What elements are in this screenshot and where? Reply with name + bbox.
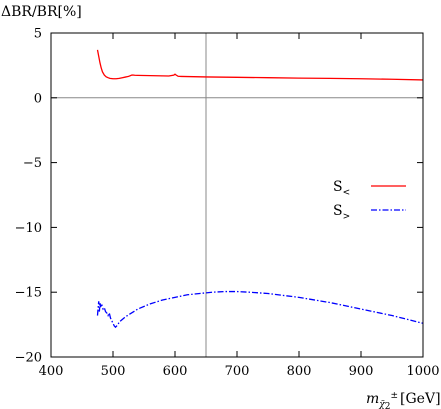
- series-line-2: [96, 290, 424, 329]
- y-tick-label: −15: [15, 286, 42, 301]
- plot-frame: [50, 32, 424, 358]
- y-tick-label: −10: [15, 221, 42, 236]
- legend-label-2: S>: [333, 203, 350, 222]
- x-tick-label: 800: [287, 364, 312, 379]
- x-tick-label: 500: [101, 364, 126, 379]
- series-layer: [96, 49, 424, 329]
- legend: S< S>: [333, 179, 406, 222]
- series-line-1: [96, 49, 424, 81]
- x-tick-label: 1000: [406, 364, 439, 379]
- y-tick-label: 0: [34, 91, 42, 106]
- x-tick-label: 400: [39, 364, 64, 379]
- reference-lines: [51, 33, 423, 357]
- x-tick-label: 700: [225, 364, 250, 379]
- axis-ticks: [50, 32, 424, 358]
- legend-label-1: S<: [333, 179, 350, 198]
- x-tick-label: 600: [163, 364, 188, 379]
- x-axis-title: mχ̃2± [GeV]: [366, 391, 441, 409]
- y-tick-label: −20: [15, 351, 42, 366]
- tick-labels: 400 500 600 700 800 900 1000 5 0 −5 −10 −15 −20: [15, 27, 440, 380]
- y-tick-label: 5: [34, 27, 42, 42]
- y-tick-label: −5: [23, 156, 42, 171]
- y-axis-title: ΔBR/BR[%]: [1, 4, 82, 20]
- x-tick-label: 900: [349, 364, 374, 379]
